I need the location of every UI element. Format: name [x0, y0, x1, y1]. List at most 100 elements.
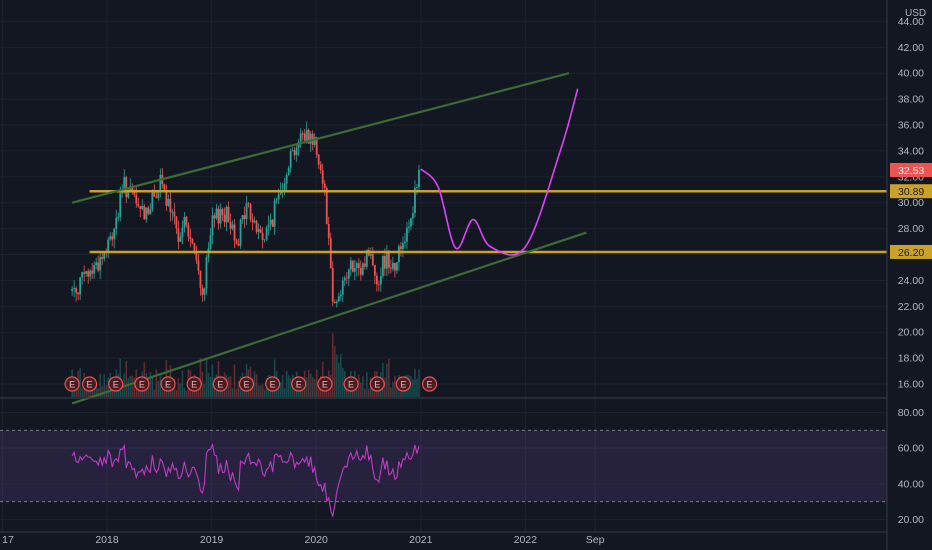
earnings-marker[interactable]: E: [291, 376, 307, 392]
projection-curve[interactable]: [420, 88, 579, 256]
earnings-marker[interactable]: E: [421, 376, 438, 392]
candle-body: [143, 205, 146, 220]
candle-body: [363, 263, 366, 267]
volume-bar: [293, 383, 296, 397]
candle-body: [231, 224, 234, 229]
candle-body: [113, 228, 116, 240]
candle-body: [197, 260, 200, 271]
earnings-marker-circle[interactable]: [421, 376, 438, 392]
volume-bar: [259, 385, 262, 397]
candle-body: [115, 217, 118, 229]
candle-body: [243, 215, 246, 219]
candle-body: [103, 251, 106, 259]
earnings-marker[interactable]: E: [238, 376, 255, 392]
candle-body: [247, 203, 250, 205]
x-tick-label: Sep: [586, 534, 605, 546]
level-price-tag[interactable]: [890, 184, 932, 199]
trendline[interactable]: [71, 72, 570, 204]
x-tick-label: 2020: [305, 534, 329, 546]
candle-body: [319, 164, 322, 171]
candle-body: [147, 207, 150, 214]
volume-bar: [177, 378, 180, 397]
candle-body: [279, 191, 282, 195]
earnings-marker[interactable]: E: [317, 376, 333, 392]
earnings-marker[interactable]: E: [64, 376, 80, 392]
candle-body: [165, 190, 168, 206]
level-price-tag[interactable]: [890, 244, 932, 259]
candle-body: [125, 177, 128, 198]
candle-body: [149, 209, 152, 214]
earnings-marker-circle[interactable]: [291, 376, 307, 392]
earnings-marker-circle[interactable]: [81, 376, 98, 392]
volume-bar: [339, 354, 342, 397]
earnings-marker-circle[interactable]: [212, 376, 228, 392]
volume-bar: [263, 389, 266, 397]
candle-body: [237, 243, 240, 246]
earnings-marker[interactable]: E: [108, 376, 124, 392]
earnings-marker-circle[interactable]: [369, 376, 385, 392]
projection-path[interactable]: [420, 88, 579, 256]
earnings-marker-circle[interactable]: [265, 376, 281, 392]
earnings-marker-circle[interactable]: [160, 376, 176, 392]
trendlines[interactable]: [71, 72, 587, 405]
earnings-marker-circle[interactable]: [186, 376, 202, 392]
volume-bar: [388, 358, 390, 397]
earnings-marker[interactable]: E: [81, 376, 98, 392]
candle-body: [406, 227, 408, 242]
earnings-marker-circle[interactable]: [317, 376, 333, 392]
volume-bar: [331, 333, 334, 397]
x-tick-label: 2019: [200, 534, 224, 546]
earnings-marker[interactable]: E: [186, 376, 202, 392]
earnings-marker-label: E: [322, 380, 328, 390]
earnings-marker[interactable]: E: [160, 376, 176, 392]
horizontal-levels[interactable]: [89, 189, 887, 254]
candle-body: [253, 220, 256, 223]
earnings-marker[interactable]: E: [395, 376, 411, 392]
earnings-marker-circle[interactable]: [64, 376, 80, 392]
trendline[interactable]: [71, 231, 587, 405]
volume-bar: [257, 385, 260, 397]
earnings-marker-circle[interactable]: [395, 376, 411, 392]
candle-body: [337, 296, 340, 302]
earnings-marker-circle[interactable]: [238, 376, 255, 392]
earnings-marker-circle[interactable]: [343, 376, 359, 392]
candle-body: [383, 256, 386, 269]
candle-body: [191, 238, 194, 244]
earnings-marker[interactable]: E: [369, 376, 385, 392]
earnings-marker[interactable]: E: [343, 376, 359, 392]
candle-body: [81, 272, 84, 278]
volume-bar: [103, 373, 106, 397]
candle-body: [153, 190, 156, 197]
volume-bar: [159, 375, 162, 397]
candle-body: [151, 190, 154, 210]
volume-bar: [313, 378, 316, 397]
candle-body: [402, 243, 404, 250]
candle-body: [289, 151, 292, 168]
volume-bar: [235, 388, 238, 397]
earnings-marker[interactable]: E: [212, 376, 228, 392]
earnings-marker-label: E: [427, 380, 433, 390]
earnings-marker-label: E: [270, 380, 276, 390]
candle-body: [392, 262, 394, 269]
candle-body: [121, 192, 124, 194]
volume-bar: [93, 385, 95, 397]
earnings-marker[interactable]: E: [265, 376, 281, 392]
x-tick-label: 2022: [514, 534, 538, 546]
candle-body: [199, 270, 202, 288]
candle-body: [277, 194, 280, 200]
candle-body: [225, 206, 228, 223]
last-price-tag[interactable]: [890, 162, 932, 177]
rsi-y-tick-label: 40.00: [898, 478, 924, 490]
candle-body: [377, 284, 380, 286]
earnings-marker-circle[interactable]: [134, 376, 150, 392]
volume-bar: [207, 372, 210, 397]
earnings-marker[interactable]: E: [134, 376, 150, 392]
candle-body: [195, 252, 198, 261]
earnings-marker-circle[interactable]: [108, 376, 124, 392]
volume-bar: [161, 389, 164, 397]
volume-bar: [99, 373, 102, 397]
volume-bar: [179, 383, 182, 397]
rsi-band: [0, 429, 887, 503]
